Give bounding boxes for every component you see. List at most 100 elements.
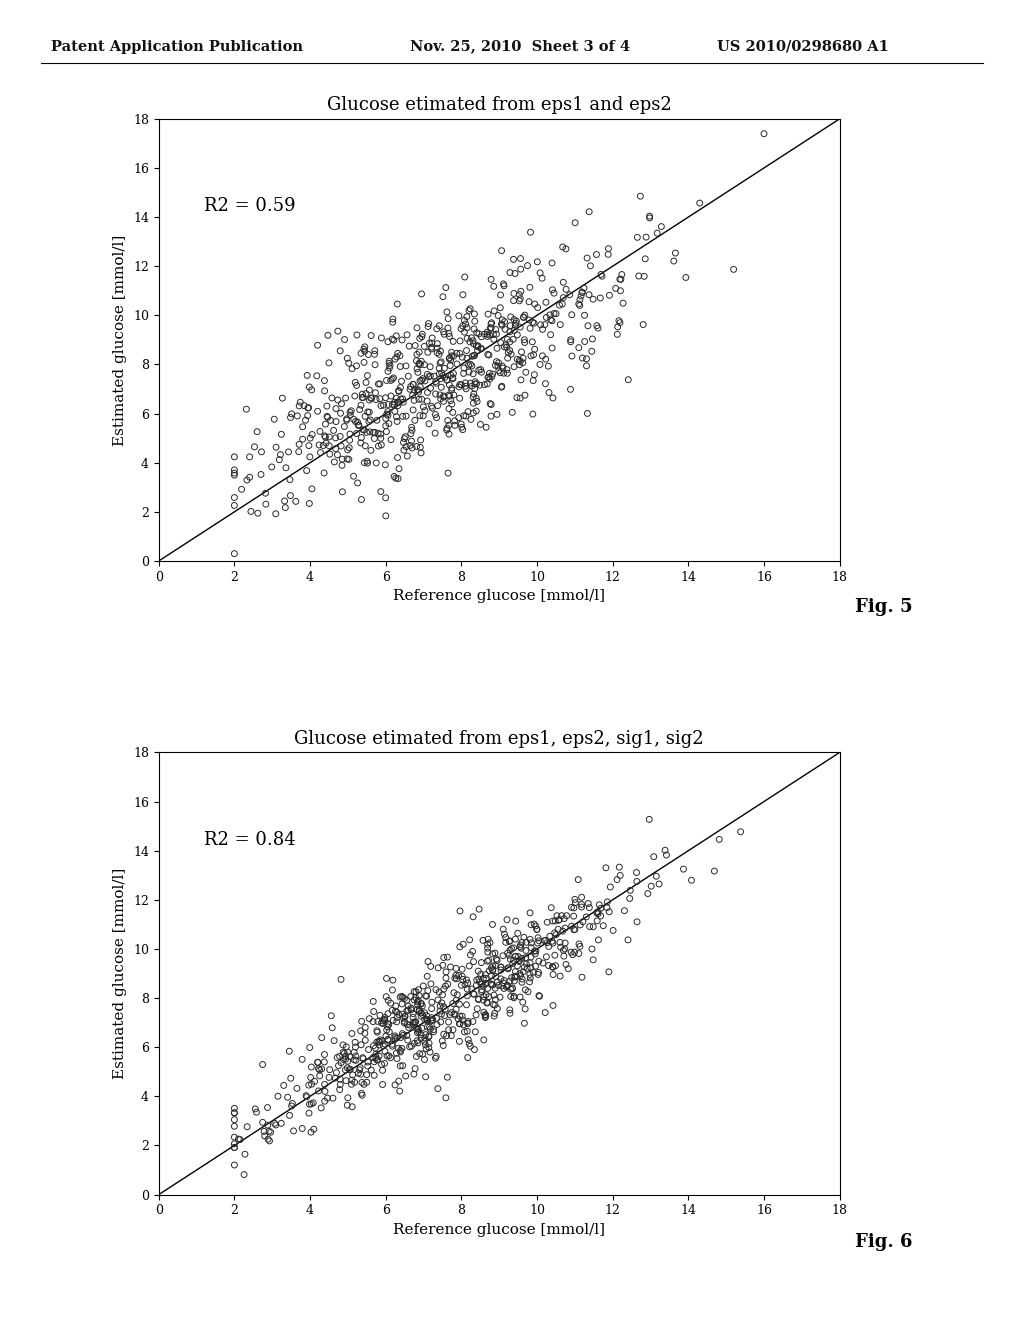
Point bbox=[521, 277, 538, 298]
Point bbox=[401, 335, 418, 356]
Point bbox=[526, 364, 543, 385]
Point bbox=[418, 1038, 434, 1059]
Point bbox=[301, 1038, 317, 1059]
Point bbox=[301, 492, 317, 513]
Point bbox=[516, 329, 532, 350]
Point bbox=[512, 288, 528, 309]
Point bbox=[412, 354, 428, 375]
Point bbox=[414, 1018, 430, 1039]
Point bbox=[268, 437, 285, 458]
Point bbox=[683, 870, 699, 891]
Point bbox=[346, 1041, 362, 1063]
Point bbox=[439, 1067, 456, 1088]
Point bbox=[380, 401, 396, 422]
Point bbox=[309, 1052, 326, 1073]
Point bbox=[441, 347, 458, 368]
Point bbox=[392, 1027, 409, 1048]
Point bbox=[402, 999, 419, 1020]
Point bbox=[352, 1057, 369, 1078]
Point bbox=[558, 906, 574, 927]
Point bbox=[351, 1059, 368, 1080]
Point bbox=[505, 329, 521, 350]
Point bbox=[383, 993, 399, 1014]
Point bbox=[611, 857, 628, 878]
Point bbox=[592, 288, 608, 309]
Point bbox=[502, 331, 518, 352]
Point bbox=[561, 284, 578, 305]
Point bbox=[412, 437, 428, 458]
Point bbox=[388, 346, 404, 367]
Point bbox=[643, 875, 659, 896]
Point bbox=[328, 428, 344, 449]
Point bbox=[388, 1011, 404, 1032]
Point bbox=[512, 986, 528, 1007]
Point bbox=[368, 1047, 384, 1068]
Point bbox=[344, 1064, 360, 1085]
Point bbox=[459, 1020, 475, 1041]
Point bbox=[527, 944, 544, 965]
Point bbox=[423, 396, 439, 417]
Point bbox=[539, 912, 555, 933]
Point bbox=[464, 375, 480, 396]
Point bbox=[434, 954, 451, 975]
Point bbox=[552, 932, 568, 953]
Point bbox=[333, 436, 349, 457]
Point bbox=[499, 337, 515, 358]
Point bbox=[420, 950, 436, 972]
Point bbox=[466, 345, 482, 366]
Point bbox=[512, 351, 528, 372]
Point bbox=[318, 396, 335, 417]
Point bbox=[445, 363, 462, 384]
Point bbox=[543, 898, 559, 919]
Point bbox=[551, 909, 567, 931]
Point bbox=[521, 292, 538, 313]
Point bbox=[414, 323, 430, 345]
Point bbox=[554, 920, 570, 941]
Point bbox=[477, 1005, 494, 1026]
Point bbox=[353, 343, 370, 364]
Point bbox=[487, 989, 504, 1010]
Point bbox=[341, 437, 357, 458]
Point bbox=[585, 289, 601, 310]
Point bbox=[406, 374, 422, 395]
Point bbox=[454, 974, 470, 995]
Point bbox=[406, 1064, 422, 1085]
Point bbox=[393, 1038, 410, 1059]
Point bbox=[600, 244, 616, 265]
Point bbox=[495, 355, 511, 376]
Point bbox=[421, 333, 437, 354]
Point bbox=[595, 915, 611, 936]
Point bbox=[401, 1015, 418, 1036]
Point bbox=[570, 337, 587, 358]
Point bbox=[529, 932, 546, 953]
Point bbox=[381, 351, 397, 372]
Point bbox=[479, 950, 496, 972]
Point bbox=[511, 354, 527, 375]
Point bbox=[441, 348, 458, 370]
Point bbox=[294, 1049, 310, 1071]
Point bbox=[502, 341, 518, 362]
Point bbox=[283, 484, 299, 506]
Point bbox=[573, 896, 590, 917]
Point bbox=[544, 338, 560, 359]
Point bbox=[579, 907, 595, 928]
Point bbox=[475, 975, 492, 997]
Point bbox=[316, 1051, 333, 1072]
Point bbox=[291, 395, 307, 416]
Point bbox=[366, 1065, 382, 1086]
Point bbox=[412, 1001, 428, 1022]
Point bbox=[473, 979, 489, 1001]
Point bbox=[316, 370, 333, 391]
Point bbox=[504, 978, 520, 999]
Point bbox=[485, 276, 502, 297]
Point bbox=[415, 396, 431, 417]
Point bbox=[336, 416, 352, 437]
Point bbox=[542, 925, 558, 946]
Point bbox=[407, 409, 423, 430]
Point bbox=[283, 407, 299, 428]
Point bbox=[381, 1022, 397, 1043]
Point bbox=[465, 333, 481, 354]
Point bbox=[502, 1003, 518, 1024]
Point bbox=[378, 506, 394, 527]
Point bbox=[507, 263, 523, 284]
